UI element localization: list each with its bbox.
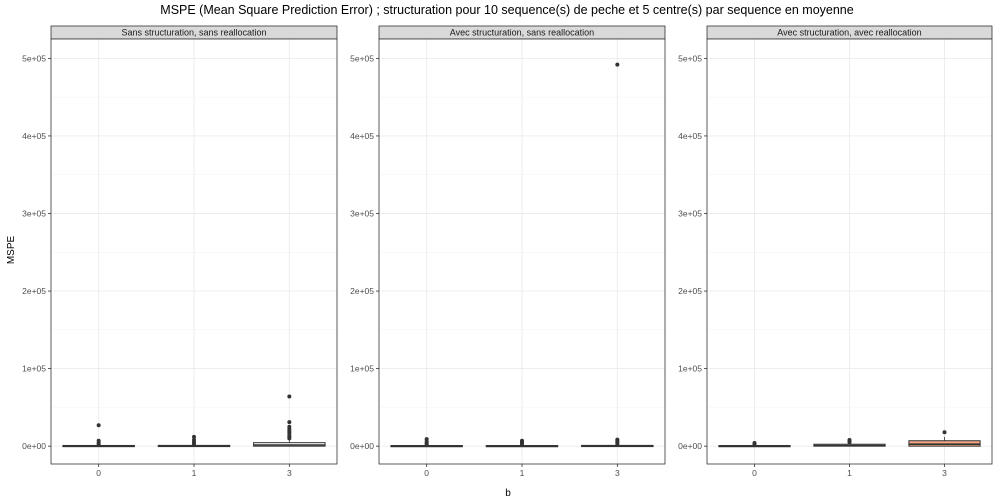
x-tick-label: 0 — [96, 468, 101, 478]
panel-2: Avec structuration, sans reallocation 0e+… — [350, 25, 666, 478]
y-tick-label: 4e+05 — [678, 131, 702, 141]
facet-strip-label: Avec structuration, sans reallocation — [450, 28, 594, 38]
facet-strip-label: Sans structuration, sans reallocation — [121, 28, 266, 38]
y-tick-label: 5e+05 — [678, 53, 702, 63]
panel-3: Avec structuration, avec reallocation 0e+… — [678, 25, 993, 478]
outlier-point — [942, 430, 947, 435]
x-tick-label: 0 — [424, 468, 429, 478]
box-3 — [908, 430, 981, 447]
x-tick-label: 1 — [847, 468, 852, 478]
y-tick-label: 4e+05 — [350, 131, 374, 141]
box-1 — [485, 438, 559, 448]
y-tick-label: 3e+05 — [678, 208, 702, 218]
box-0 — [390, 437, 463, 448]
outlier-point — [424, 437, 429, 442]
x-tick-label: 0 — [752, 468, 757, 478]
outlier-point — [192, 434, 196, 439]
y-tick-label: 5e+05 — [22, 53, 46, 63]
outlier-point — [615, 437, 620, 442]
x-tick-label: 3 — [287, 468, 292, 478]
y-tick-label: 1e+05 — [678, 364, 702, 374]
outlier-point — [847, 437, 852, 442]
box-0 — [62, 423, 135, 448]
y-tick-label: 2e+05 — [678, 286, 702, 296]
outlier-point — [192, 437, 196, 442]
y-tick-label: 1e+05 — [22, 364, 46, 374]
outlier-point — [96, 423, 101, 428]
outlier-point — [752, 441, 757, 446]
outlier-point — [287, 394, 292, 399]
panels: Sans structuration, sans reallocation 0e+… — [22, 25, 993, 478]
box-3 — [581, 62, 654, 448]
outlier-point — [96, 438, 101, 443]
x-tick-label: 1 — [192, 468, 197, 478]
y-tick-label: 5e+05 — [350, 53, 374, 63]
y-axis-label: MSPE — [6, 236, 17, 265]
y-tick-label: 0e+00 — [350, 441, 374, 451]
box-0 — [718, 441, 791, 448]
x-tick-label: 1 — [520, 468, 525, 478]
y-tick-label: 0e+00 — [22, 441, 46, 451]
facet-strip-label: Avec structuration, avec reallocation — [777, 28, 921, 38]
y-tick-label: 3e+05 — [22, 208, 46, 218]
y-tick-label: 3e+05 — [350, 208, 374, 218]
outlier-point — [520, 438, 524, 443]
outlier-point — [287, 420, 292, 425]
x-axis-label: b — [505, 488, 511, 499]
x-tick-label: 3 — [942, 468, 947, 478]
y-tick-label: 2e+05 — [350, 286, 374, 296]
y-tick-label: 4e+05 — [22, 131, 46, 141]
y-tick-label: 1e+05 — [350, 364, 374, 374]
panel-1: Sans structuration, sans reallocation 0e+… — [22, 25, 338, 478]
box-3 — [253, 394, 326, 447]
chart-title: MSPE (Mean Square Prediction Error) ; st… — [160, 3, 853, 17]
box-1 — [157, 434, 231, 448]
outlier-point — [287, 424, 292, 429]
box-1 — [813, 437, 886, 447]
x-tick-label: 3 — [615, 468, 620, 478]
y-tick-label: 2e+05 — [22, 286, 46, 296]
y-tick-label: 0e+00 — [678, 441, 702, 451]
outlier-point — [615, 62, 620, 67]
